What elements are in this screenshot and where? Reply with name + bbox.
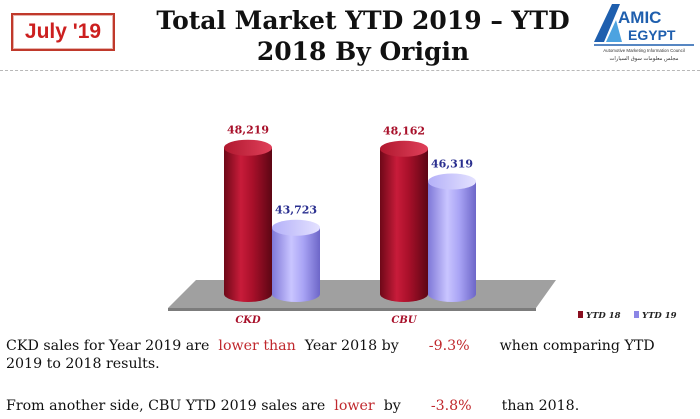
- title-line-1: Total Market YTD 2019 – YTD: [156, 6, 570, 35]
- amic-egypt-logo: AMIC EGYPT Automotive Marketing Informat…: [594, 4, 694, 62]
- paragraph-ckd-line2: 2019 to 2018 results.: [6, 356, 160, 372]
- data-label-ckd-1: 43,723: [275, 204, 317, 217]
- logo-word-amic: AMIC: [618, 8, 661, 27]
- origin-bar-chart: 48,219 43,723 CKD 48,162 46,319 CBU YTD 18 YTD…: [168, 124, 677, 326]
- legend-label: YTD 18: [586, 311, 621, 321]
- cbu-lower: lower: [334, 398, 375, 414]
- ckd-text-2: Year 2018 by: [304, 338, 399, 354]
- logo-word-egypt: EGYPT: [628, 27, 676, 43]
- ckd-percent: -9.3%: [428, 338, 470, 354]
- legend-item-ytd-18: YTD 18: [578, 311, 621, 321]
- bar-ckd-ytd-19: [272, 219, 320, 302]
- ckd-text-1: CKD sales for Year 2019 are: [6, 338, 210, 354]
- cbu-text-1: From another side, CBU YTD 2019 sales ar…: [6, 398, 326, 414]
- header-divider: [0, 70, 700, 71]
- paragraph-cbu: From another side, CBU YTD 2019 sales ar…: [6, 397, 579, 415]
- title-line-2: 2018 By Origin: [256, 37, 470, 66]
- bar-cbu-ytd-19: [428, 173, 476, 302]
- ckd-lower-than: lower than: [218, 338, 296, 354]
- bar-ckd-ytd-18: [224, 139, 272, 302]
- data-label-cbu-1: 46,319: [431, 158, 473, 171]
- bar-cbu-ytd-18: [380, 140, 428, 302]
- legend-swatch: [578, 311, 583, 318]
- chart-floor-edge: [168, 308, 536, 311]
- data-label-cbu-0: 48,162: [383, 125, 425, 138]
- logo-arabic: مجلس معلومات سوق السيارات: [609, 56, 678, 62]
- month-badge: July '19: [11, 13, 115, 51]
- cbu-percent: -3.8%: [430, 398, 472, 414]
- logo-triangle-icon: [594, 4, 620, 42]
- cbu-text-3: than 2018.: [501, 398, 580, 414]
- logo-tagline: Automotive Marketing Information Council: [603, 48, 685, 53]
- category-label-cbu: CBU: [391, 315, 417, 326]
- ckd-text-3: when comparing YTD: [499, 338, 655, 354]
- legend-swatch: [634, 311, 639, 318]
- logo-triangle-inner-icon: [606, 20, 622, 42]
- cbu-text-2: by: [383, 398, 401, 414]
- category-label-ckd: CKD: [235, 315, 261, 326]
- paragraph-ckd: CKD sales for Year 2019 are lower than Yea…: [6, 337, 655, 355]
- data-label-ckd-0: 48,219: [227, 124, 269, 137]
- page-title: Total Market YTD 2019 – YTD 2018 By Orig…: [148, 5, 578, 67]
- legend-item-ytd-19: YTD 19: [634, 311, 677, 321]
- legend-label: YTD 19: [642, 311, 677, 321]
